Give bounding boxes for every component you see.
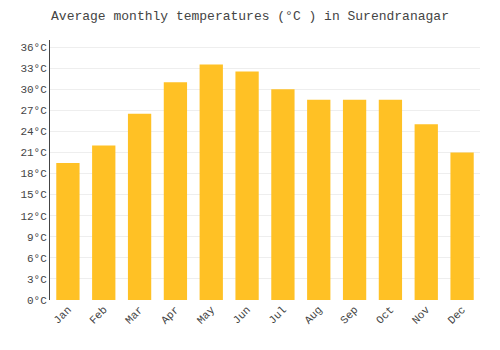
svg-text:Aug: Aug [302,304,324,326]
svg-text:18°C: 18°C [20,168,47,180]
svg-text:15°C: 15°C [20,189,47,201]
svg-text:21°C: 21°C [20,147,47,159]
svg-text:Sep: Sep [338,304,360,326]
svg-text:0°C: 0°C [27,295,47,307]
svg-text:Average monthly temperatures (: Average monthly temperatures (°C ) in Su… [51,9,449,24]
svg-text:Jul: Jul [266,304,288,326]
svg-text:Oct: Oct [374,304,396,326]
svg-text:36°C: 36°C [20,42,47,54]
svg-text:Feb: Feb [87,304,109,326]
svg-text:Apr: Apr [159,304,181,326]
svg-text:30°C: 30°C [20,84,47,96]
svg-text:9°C: 9°C [27,232,47,244]
svg-text:24°C: 24°C [20,126,47,138]
svg-text:33°C: 33°C [20,63,47,75]
svg-text:6°C: 6°C [27,253,47,265]
svg-text:Jun: Jun [231,304,253,326]
svg-text:Nov: Nov [410,304,433,327]
svg-text:Dec: Dec [446,304,468,326]
svg-text:3°C: 3°C [27,274,47,286]
svg-text:Jan: Jan [51,304,73,326]
svg-text:May: May [195,304,218,327]
svg-text:Mar: Mar [123,304,145,326]
svg-text:12°C: 12°C [20,211,47,223]
svg-text:27°C: 27°C [20,105,47,117]
